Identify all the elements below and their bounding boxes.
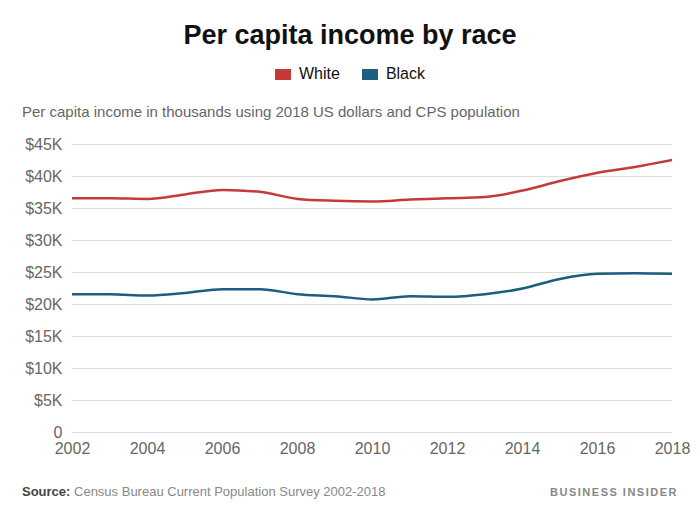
svg-text:$35K: $35K xyxy=(25,200,63,217)
svg-text:$20K: $20K xyxy=(25,296,63,313)
html-text:Per capita income by race: Per capita income by race xyxy=(183,20,517,50)
svg-text:$30K: $30K xyxy=(25,232,63,249)
svg-text:$15K: $15K xyxy=(25,328,63,345)
svg-text:2012: 2012 xyxy=(430,440,466,457)
svg-text:2002: 2002 xyxy=(55,440,91,457)
svg-text:2018: 2018 xyxy=(655,440,691,457)
svg-text:2006: 2006 xyxy=(205,440,241,457)
svg-text:2016: 2016 xyxy=(580,440,616,457)
svg-text:$5K: $5K xyxy=(34,392,63,409)
svg-text:0: 0 xyxy=(54,424,63,441)
html-text:Black: Black xyxy=(385,65,425,82)
svg-text:2014: 2014 xyxy=(505,440,541,457)
svg-text:$40K: $40K xyxy=(25,168,63,185)
svg-text:$25K: $25K xyxy=(25,264,63,281)
html-text:Per capita income in thousands: Per capita income in thousands using 201… xyxy=(22,103,520,120)
svg-text:2010: 2010 xyxy=(355,440,391,457)
html-text:Source: Census Bureau Current: Source: Census Bureau Current Population… xyxy=(22,484,386,499)
svg-text:2004: 2004 xyxy=(130,440,166,457)
svg-text:2008: 2008 xyxy=(280,440,316,457)
svg-text:$10K: $10K xyxy=(25,360,63,377)
html-text:BUSINESS INSIDER: BUSINESS INSIDER xyxy=(550,485,678,498)
html-text:White: White xyxy=(299,65,340,82)
svg-text:$45K: $45K xyxy=(25,136,63,153)
